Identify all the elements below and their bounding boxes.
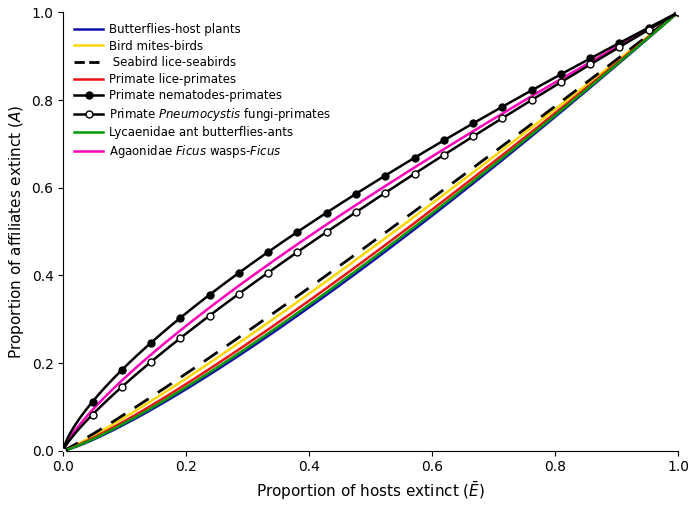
X-axis label: Proportion of hosts extinct ($\bar{E}$): Proportion of hosts extinct ($\bar{E}$) bbox=[256, 480, 485, 502]
Legend: Butterflies-host plants, Bird mites-birds,  Seabird lice-seabirds, Primate lice-: Butterflies-host plants, Bird mites-bird… bbox=[69, 18, 336, 164]
Y-axis label: Proportion of affiliates extinct ($A$): Proportion of affiliates extinct ($A$) bbox=[7, 104, 26, 359]
